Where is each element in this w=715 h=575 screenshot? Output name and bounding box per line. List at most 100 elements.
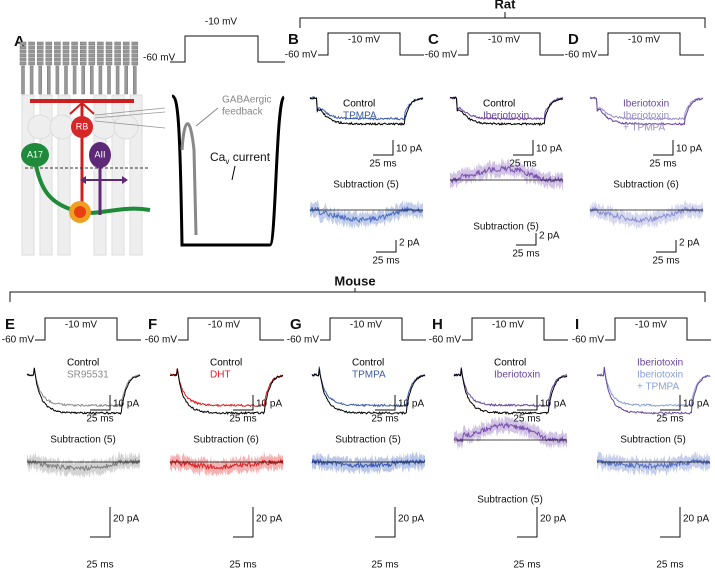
- step-label: -60 mV: [285, 50, 318, 61]
- rod-disc: [36, 61, 44, 66]
- rod-disc: [62, 49, 70, 54]
- rod-disc: [105, 57, 113, 62]
- panel-label: F: [148, 316, 157, 333]
- rod-disc: [79, 57, 87, 62]
- panel-label: I: [575, 316, 579, 333]
- scale-label: 10 pA: [676, 144, 702, 155]
- rod-disc: [45, 53, 53, 58]
- rod-disc: [79, 61, 87, 66]
- scale-bar: [376, 240, 397, 253]
- rod: [90, 65, 94, 95]
- rod-disc: [131, 57, 139, 62]
- subtraction-label: Subtraction (5): [620, 435, 686, 446]
- rod-disc: [105, 49, 113, 54]
- panel-label: G: [290, 316, 302, 333]
- step-label: -10 mV: [488, 35, 521, 46]
- rod-disc: [79, 49, 87, 54]
- rod-disc: [54, 49, 61, 54]
- scale-label: 25 ms: [656, 414, 683, 425]
- rod-disc: [45, 57, 53, 62]
- current-trace: [449, 96, 563, 121]
- rod-disc: [36, 49, 44, 54]
- scale-label: 20 pA: [113, 514, 139, 525]
- rod-disc: [62, 41, 70, 46]
- legend-entry: Control: [67, 358, 99, 369]
- current-trace: [169, 368, 284, 408]
- rod-disc: [62, 61, 70, 66]
- legend-entry: SR95531: [67, 370, 109, 381]
- voltage-step: [458, 32, 564, 56]
- step-label: -60 mV: [565, 50, 598, 61]
- current-trace: [589, 96, 704, 126]
- rod-disc: [28, 49, 35, 54]
- step-label: -10 mV: [635, 320, 668, 331]
- rod-disc: [62, 45, 70, 50]
- gaba-trace: [180, 122, 198, 236]
- subtraction-label: Subtraction (5): [473, 222, 539, 233]
- scale-bar: [516, 233, 537, 246]
- rod-disc: [54, 41, 61, 46]
- panel-label: D: [568, 31, 579, 48]
- rod-disc: [88, 49, 96, 54]
- rod-disc: [105, 53, 113, 58]
- rat-bracket: [299, 12, 706, 28]
- panel-label: C: [428, 31, 439, 48]
- voltage-step: [178, 317, 284, 341]
- rod-disc: [45, 49, 53, 54]
- rod: [38, 65, 42, 95]
- cell-label: RB: [76, 121, 89, 131]
- scale-bar: [90, 395, 111, 411]
- current-trace: [453, 368, 568, 415]
- rod-disc: [45, 45, 53, 50]
- scale-label: 2 pA: [399, 238, 420, 249]
- subtraction-label: Subtraction (5): [477, 495, 543, 506]
- panel-label: E: [5, 316, 15, 333]
- scale-label: 25 ms: [86, 414, 113, 425]
- mouse-heading: Mouse: [334, 273, 375, 288]
- rod-disc: [79, 53, 87, 58]
- sem-band: [27, 451, 140, 479]
- scale-label: 20 pA: [683, 514, 709, 525]
- rod-disc: [71, 49, 78, 54]
- rod: [115, 65, 120, 95]
- legend-entry: Control: [494, 358, 526, 369]
- current-trace: [309, 96, 424, 121]
- pointer: [195, 107, 219, 127]
- scale-label: 25 ms: [229, 560, 256, 571]
- panel-label: H: [432, 316, 443, 333]
- rod: [81, 65, 85, 95]
- current-trace: [309, 96, 424, 127]
- current-trace: [26, 367, 141, 408]
- voltage-step: [320, 317, 426, 341]
- rod-disc: [122, 41, 130, 46]
- rod: [47, 65, 51, 95]
- step-label: -60 mV: [425, 50, 458, 61]
- subtraction-label: Subtraction (5): [335, 435, 401, 446]
- panel-label: B: [288, 31, 299, 48]
- scale-bar: [375, 395, 396, 411]
- scale-label: 25 ms: [513, 414, 540, 425]
- step-label: -60 mV: [145, 335, 178, 346]
- rod-disc: [97, 49, 104, 54]
- rod-disc: [105, 61, 113, 66]
- sem-band: [310, 199, 423, 230]
- rod-disc: [88, 41, 96, 46]
- sem-band: [597, 451, 710, 477]
- scale-label: 25 ms: [509, 159, 536, 170]
- rod-disc: [71, 53, 78, 58]
- subtraction-label: Subtraction (6): [613, 180, 679, 191]
- voltage-step: [170, 35, 285, 63]
- step-label: -10 mV: [628, 35, 661, 46]
- scale-bar: [653, 140, 674, 156]
- rat-heading: Rat: [495, 0, 517, 11]
- rod-disc: [114, 45, 121, 50]
- voltage-step: [598, 32, 704, 56]
- subtraction-trace: [453, 422, 568, 444]
- rod-disc: [88, 45, 96, 50]
- rod-disc: [131, 61, 139, 66]
- legend-entry: Iberiotoxin: [483, 111, 529, 122]
- rod-disc: [88, 61, 96, 66]
- sem-band: [590, 199, 703, 231]
- scale-bar: [90, 507, 111, 538]
- subtraction-trace: [309, 205, 423, 224]
